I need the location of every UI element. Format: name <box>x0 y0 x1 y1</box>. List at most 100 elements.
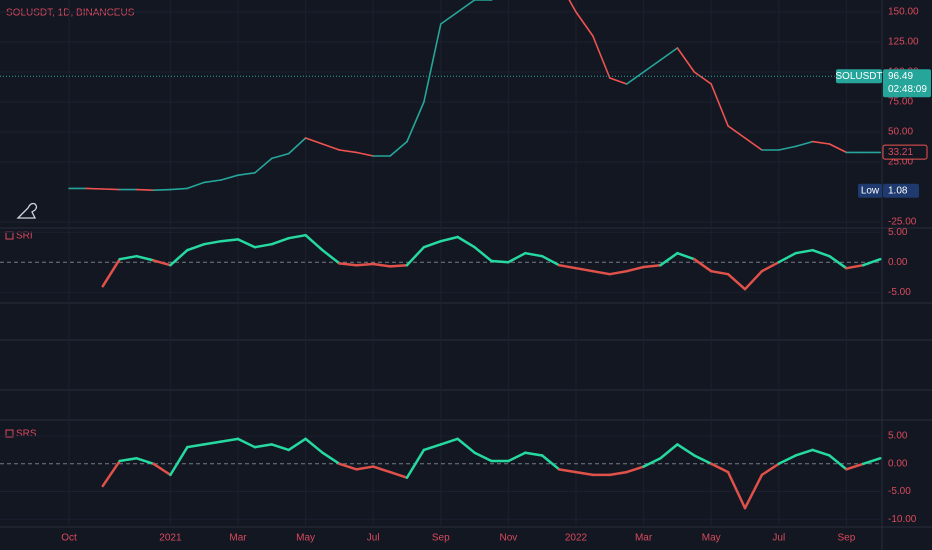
line-segment <box>271 152 290 160</box>
line-segment <box>777 251 797 264</box>
line-segment <box>304 437 324 454</box>
line-segment <box>490 259 510 264</box>
panel-title: SRI <box>16 231 33 242</box>
line-segment <box>152 188 172 191</box>
line-segment <box>456 0 476 13</box>
plot <box>101 233 882 291</box>
line-segment <box>592 35 611 79</box>
x-tick-label: 2022 <box>565 533 588 544</box>
low-tag-value: 1.08 <box>888 185 908 196</box>
x-tick-label: Mar <box>635 533 653 544</box>
line-segment <box>220 174 239 181</box>
line-segment <box>202 239 223 246</box>
line-segment <box>625 265 645 273</box>
line-segment <box>828 254 848 270</box>
line-segment <box>135 457 155 466</box>
line-segment <box>304 137 324 145</box>
line-segment <box>710 83 729 127</box>
line-segment <box>659 251 679 267</box>
line-segment <box>625 71 645 85</box>
low-tag-value-box <box>883 183 919 198</box>
x-tick-label: Jul <box>772 533 785 544</box>
line-segment <box>405 448 426 479</box>
line-segment <box>625 465 645 474</box>
line-segment <box>422 443 443 452</box>
line-segment <box>591 269 612 276</box>
line-segment <box>202 440 223 446</box>
line-segment <box>507 251 527 264</box>
line-segment <box>321 451 341 466</box>
line-segment <box>423 23 442 103</box>
y-tick-label: -5.00 <box>888 287 911 298</box>
line-segment <box>726 272 747 291</box>
line-segment <box>186 181 205 190</box>
line-segment <box>236 238 257 249</box>
line-segment <box>540 454 561 471</box>
line-segment <box>727 125 746 139</box>
line-segment <box>422 239 443 249</box>
symbol-tag-label: SOLUSDT <box>835 71 882 82</box>
line-segment <box>794 448 814 457</box>
line-segment <box>743 269 764 291</box>
x-tick-label: May <box>296 533 315 544</box>
line-segment <box>676 443 696 457</box>
line-segment <box>743 473 764 510</box>
line-segment <box>709 269 730 276</box>
price-tag <box>883 69 931 98</box>
line-segment <box>371 262 392 268</box>
y-tick-label: 125.00 <box>888 37 919 48</box>
line-segment <box>642 457 662 468</box>
line-segment <box>371 465 392 474</box>
line-segment <box>456 437 476 454</box>
line-segment <box>304 233 324 252</box>
line-segment <box>862 257 882 267</box>
y-tick-label: 0.00 <box>888 257 908 268</box>
marker-tag <box>882 144 928 160</box>
line-segment <box>778 145 797 151</box>
x-tick-label: Oct <box>61 533 77 544</box>
line-segment <box>355 262 375 267</box>
line-segment <box>237 172 256 176</box>
line-segment <box>389 140 408 157</box>
line-segment <box>219 238 240 243</box>
line-segment <box>406 101 425 143</box>
line-segment <box>557 468 578 474</box>
line-segment <box>186 443 206 449</box>
line-segment <box>203 179 222 184</box>
low-tag <box>858 183 882 198</box>
line-segment <box>439 235 459 243</box>
line-segment <box>101 257 121 288</box>
line-segment <box>388 470 409 479</box>
panel-title: SRS <box>16 429 37 440</box>
line-segment <box>609 77 628 85</box>
line-segment <box>760 462 781 477</box>
line-segment <box>676 251 696 261</box>
line-segment <box>186 242 206 252</box>
line-segment <box>169 445 189 477</box>
line-segment <box>642 263 662 269</box>
line-segment <box>219 437 240 443</box>
line-segment <box>152 259 172 267</box>
y-tick-label: 150.00 <box>888 7 919 18</box>
line-segment <box>270 443 290 452</box>
y-tick-label: -5.00 <box>888 486 911 497</box>
line-segment <box>608 470 628 477</box>
line-segment <box>338 262 358 267</box>
line-segment <box>338 149 358 154</box>
panel-icon <box>5 429 14 438</box>
line-segment <box>388 263 409 268</box>
line-segment <box>845 263 865 270</box>
line-segment <box>507 451 527 463</box>
y-tick-label: 75.00 <box>888 97 913 108</box>
line-segment <box>118 254 138 261</box>
price-tag-label: 96.49 <box>888 71 913 82</box>
line-segment <box>811 248 831 258</box>
line-segment <box>405 245 426 267</box>
x-tick-label: Jul <box>367 533 380 544</box>
line-segment <box>575 11 594 37</box>
line-segment <box>152 462 172 477</box>
line-segment <box>473 245 493 263</box>
line-segment <box>456 235 476 249</box>
line-segment <box>524 251 544 258</box>
